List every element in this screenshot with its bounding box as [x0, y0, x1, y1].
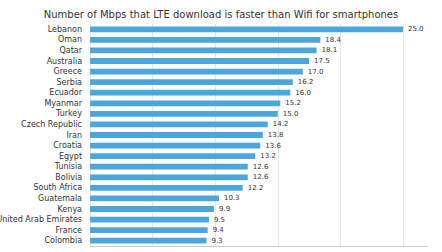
svg-text:15.2: 15.2: [285, 99, 301, 107]
svg-text:17.0: 17.0: [308, 68, 324, 76]
svg-text:Croatia: Croatia: [53, 141, 82, 150]
svg-text:United Arab Emirates: United Arab Emirates: [0, 215, 82, 224]
svg-text:13.8: 13.8: [268, 131, 284, 139]
svg-text:Tunisia: Tunisia: [54, 162, 82, 171]
svg-text:16.0: 16.0: [295, 89, 311, 97]
svg-text:13.2: 13.2: [260, 152, 276, 160]
svg-text:9.4: 9.4: [213, 226, 225, 234]
svg-text:9.5: 9.5: [214, 216, 225, 224]
svg-text:15.0: 15.0: [283, 110, 299, 118]
svg-text:Iran: Iran: [66, 131, 82, 140]
svg-text:France: France: [55, 226, 82, 235]
svg-text:14.2: 14.2: [273, 120, 289, 128]
svg-text:Colombia: Colombia: [44, 236, 82, 245]
svg-text:25.0: 25.0: [408, 25, 424, 33]
svg-text:Guatemala: Guatemala: [38, 194, 82, 203]
svg-text:16.2: 16.2: [298, 78, 314, 86]
svg-text:Bolivia: Bolivia: [55, 173, 82, 182]
svg-text:Number of Mbps that LTE downlo: Number of Mbps that LTE download is fast…: [44, 9, 398, 20]
svg-text:18.4: 18.4: [325, 36, 341, 44]
svg-text:Czech Republic: Czech Republic: [21, 120, 82, 129]
svg-text:Turkey: Turkey: [55, 109, 82, 118]
svg-text:Australia: Australia: [47, 57, 82, 66]
svg-text:Egypt: Egypt: [59, 152, 82, 161]
svg-text:12.6: 12.6: [253, 173, 269, 181]
svg-text:Qatar: Qatar: [60, 46, 83, 55]
svg-text:9.3: 9.3: [211, 237, 222, 245]
svg-text:13.6: 13.6: [265, 142, 281, 150]
svg-text:10.3: 10.3: [224, 194, 240, 202]
svg-text:Kenya: Kenya: [58, 205, 83, 214]
svg-text:17.5: 17.5: [314, 57, 330, 65]
svg-text:Greece: Greece: [54, 67, 83, 76]
svg-text:South Africa: South Africa: [33, 183, 82, 192]
svg-text:18.1: 18.1: [322, 46, 338, 54]
svg-text:9.9: 9.9: [219, 205, 230, 213]
svg-text:Oman: Oman: [58, 35, 82, 44]
svg-text:Myanmar: Myanmar: [44, 99, 82, 108]
svg-text:12.6: 12.6: [253, 163, 269, 171]
svg-text:Lebanon: Lebanon: [48, 25, 82, 34]
svg-text:12.2: 12.2: [248, 184, 264, 192]
svg-text:Ecuador: Ecuador: [49, 88, 82, 97]
svg-text:Serbia: Serbia: [57, 78, 83, 87]
